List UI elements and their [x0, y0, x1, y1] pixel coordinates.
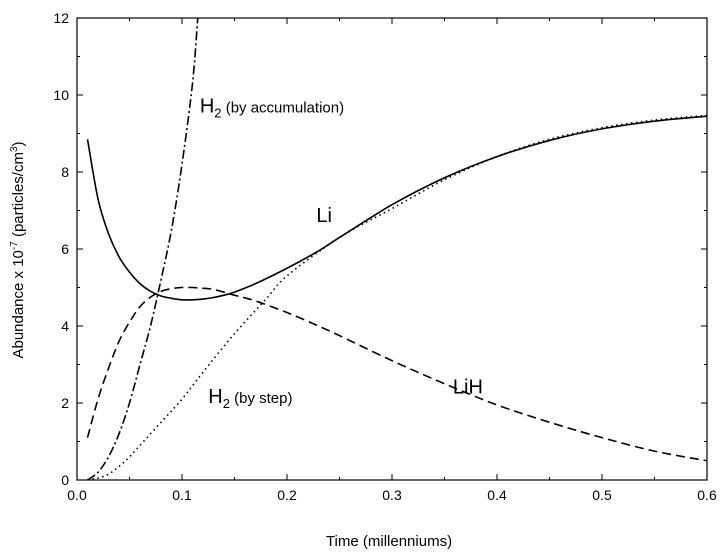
y-tick-label: 6 [61, 241, 69, 257]
y-label-main: Abundance x 10 [10, 250, 27, 358]
x-axis: 0.0 0.1 0.2 0.3 0.4 0.5 0.6 [67, 18, 717, 503]
x-tick-label: 0.2 [277, 487, 297, 503]
x-tick-label: 0.4 [487, 487, 507, 503]
y-axis-label: Abundance x 10-7 (particles/cm3) [9, 141, 27, 358]
series-layer [86, 18, 707, 480]
y-tick-label: 2 [61, 395, 69, 411]
plot-frame [76, 17, 708, 481]
series-h2-by-accumulation [87, 18, 199, 480]
series-li [86, 115, 707, 301]
y-tick-label: 12 [53, 10, 69, 26]
x-tick-label: 0.6 [697, 487, 717, 503]
annotation-h2_acc: H2 (by accumulation) [200, 95, 344, 120]
x-tick-label: 0.0 [67, 487, 87, 503]
y-tick-label: 0 [61, 472, 69, 488]
series-lih [86, 286, 707, 462]
y-label-exp: -7 [9, 241, 20, 250]
y-tick-label: 10 [53, 87, 69, 103]
x-tick-label: 0.1 [172, 487, 192, 503]
annotation-lih: LiH [453, 376, 483, 398]
y-label-unit: (particles/cm [10, 152, 27, 241]
y-label-unit-exp: 3 [9, 146, 20, 152]
annotation-li: Li [316, 205, 332, 227]
x-tick-label: 0.3 [382, 487, 402, 503]
plot-border [76, 17, 708, 481]
y-tick-label: 8 [61, 164, 69, 180]
annotation-h2_step: H2 (by step) [208, 386, 292, 411]
x-tick-label: 0.5 [592, 487, 612, 503]
y-label-close: ) [10, 141, 27, 146]
series-h2-by-step [87, 114, 707, 480]
annotation-layer: H2 (by accumulation) Li H2 (by step) LiH [200, 95, 483, 411]
y-tick-label: 4 [61, 318, 69, 334]
y-axis: 0 2 4 6 8 10 12 [53, 10, 707, 488]
x-axis-label: Time (millenniums) [326, 533, 452, 550]
